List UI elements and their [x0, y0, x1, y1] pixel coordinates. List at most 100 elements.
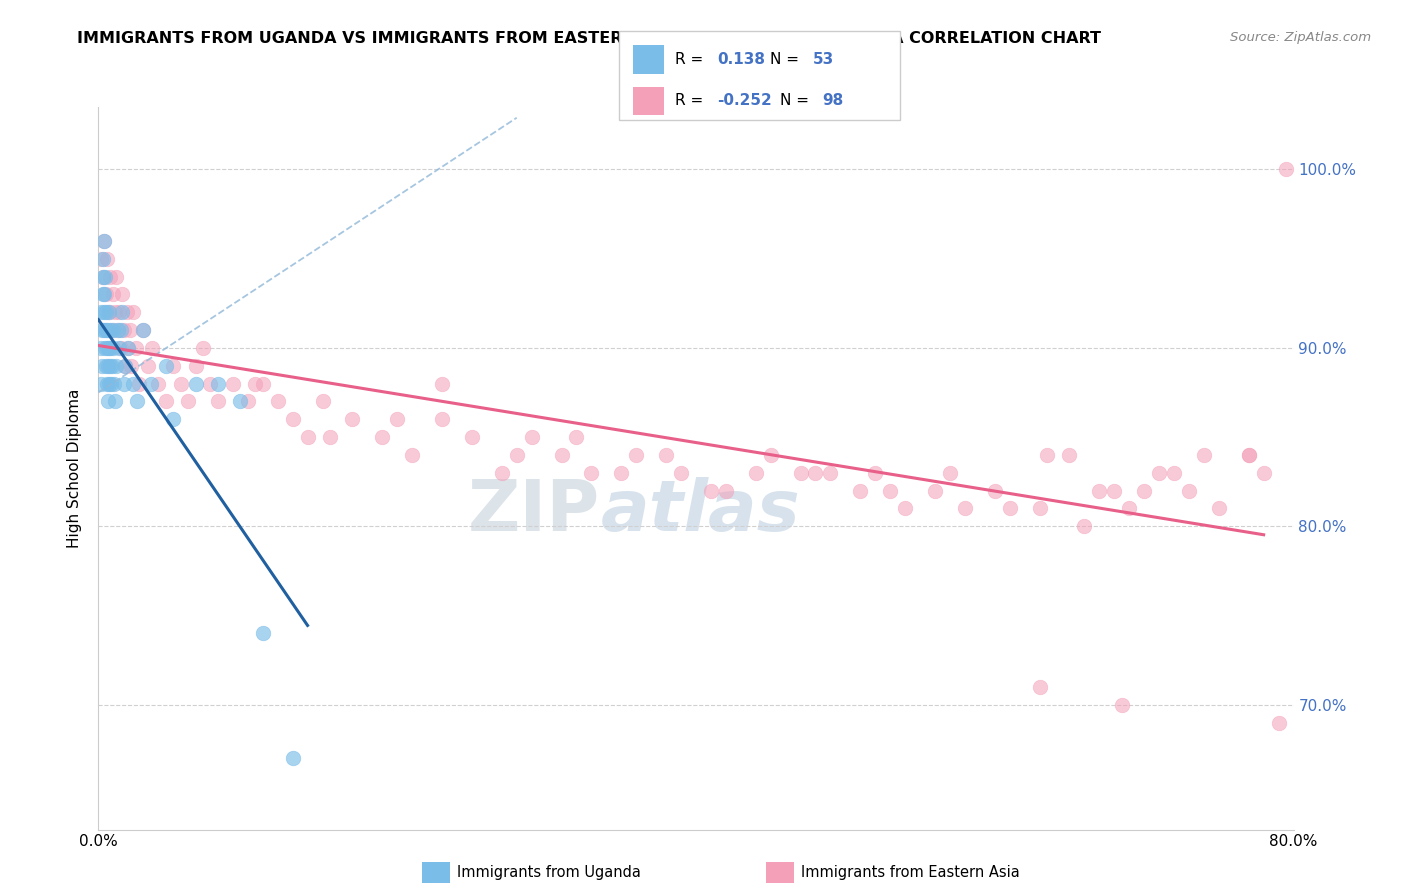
Point [236, 394, 259, 409]
Point [1192, 448, 1215, 462]
Point [103, 376, 125, 391]
Point [98, 323, 121, 337]
Point [94, 287, 117, 301]
Point [371, 430, 394, 444]
Point [1253, 466, 1275, 480]
Point [90, 376, 112, 391]
Point [114, 359, 136, 373]
Point [97, 305, 120, 319]
Point [90, 252, 112, 266]
Text: N =: N = [770, 53, 804, 67]
Point [1028, 680, 1050, 694]
Point [669, 466, 692, 480]
Point [93, 234, 115, 248]
Point [96, 323, 118, 337]
Point [93, 323, 115, 337]
Point [998, 501, 1021, 516]
Text: Source: ZipAtlas.com: Source: ZipAtlas.com [1230, 31, 1371, 45]
Point [132, 323, 155, 337]
Point [155, 394, 177, 409]
Point [1118, 501, 1140, 516]
Point [91, 269, 114, 284]
Point [1088, 483, 1111, 498]
Point [789, 466, 811, 480]
Point [1036, 448, 1059, 462]
Point [118, 323, 141, 337]
Point [550, 448, 572, 462]
Point [222, 376, 245, 391]
Point [98, 359, 121, 373]
Point [700, 483, 723, 498]
Point [91, 252, 114, 266]
Point [108, 341, 131, 355]
Point [655, 448, 678, 462]
Point [281, 751, 304, 765]
Point [162, 359, 184, 373]
Point [581, 466, 603, 480]
Text: Immigrants from Eastern Asia: Immigrants from Eastern Asia [801, 865, 1021, 880]
Point [281, 412, 304, 426]
Text: atlas: atlas [600, 477, 800, 546]
Point [162, 412, 184, 426]
Point [110, 323, 132, 337]
Point [94, 323, 117, 337]
Point [110, 341, 132, 355]
Point [894, 501, 917, 516]
Point [107, 323, 129, 337]
Point [97, 305, 120, 319]
Point [91, 269, 114, 284]
Point [984, 483, 1007, 498]
Point [103, 287, 125, 301]
Text: R =: R = [675, 53, 709, 67]
Point [1028, 501, 1050, 516]
Point [820, 466, 842, 480]
Point [1059, 448, 1081, 462]
Point [96, 341, 118, 355]
Point [1163, 466, 1185, 480]
Point [105, 359, 128, 373]
Point [297, 430, 319, 444]
Point [491, 466, 513, 480]
Point [229, 394, 252, 409]
Point [93, 287, 115, 301]
Point [1147, 466, 1170, 480]
Point [108, 305, 131, 319]
Point [98, 269, 122, 284]
Point [1237, 448, 1260, 462]
Point [804, 466, 827, 480]
Point [105, 269, 128, 284]
Point [865, 466, 887, 480]
Point [565, 430, 588, 444]
Point [177, 394, 200, 409]
Point [184, 376, 207, 391]
Point [953, 501, 976, 516]
Point [101, 359, 124, 373]
Point [1208, 501, 1230, 516]
Point [121, 305, 143, 319]
Point [128, 376, 150, 391]
Point [1133, 483, 1156, 498]
Point [184, 359, 207, 373]
Point [97, 394, 120, 409]
Point [1104, 483, 1126, 498]
Point [101, 323, 124, 337]
Point [90, 305, 112, 319]
Point [148, 376, 170, 391]
Point [125, 341, 148, 355]
Point [112, 376, 135, 391]
Point [207, 376, 229, 391]
Point [117, 341, 139, 355]
Point [90, 341, 112, 355]
Point [1073, 519, 1095, 533]
Point [610, 466, 633, 480]
Point [136, 359, 159, 373]
Point [104, 305, 127, 319]
Point [115, 305, 138, 319]
Text: R =: R = [675, 94, 709, 108]
Point [93, 305, 115, 319]
Point [139, 376, 162, 391]
Point [461, 430, 484, 444]
Point [107, 323, 129, 337]
Text: -0.252: -0.252 [717, 94, 772, 108]
Point [924, 483, 946, 498]
